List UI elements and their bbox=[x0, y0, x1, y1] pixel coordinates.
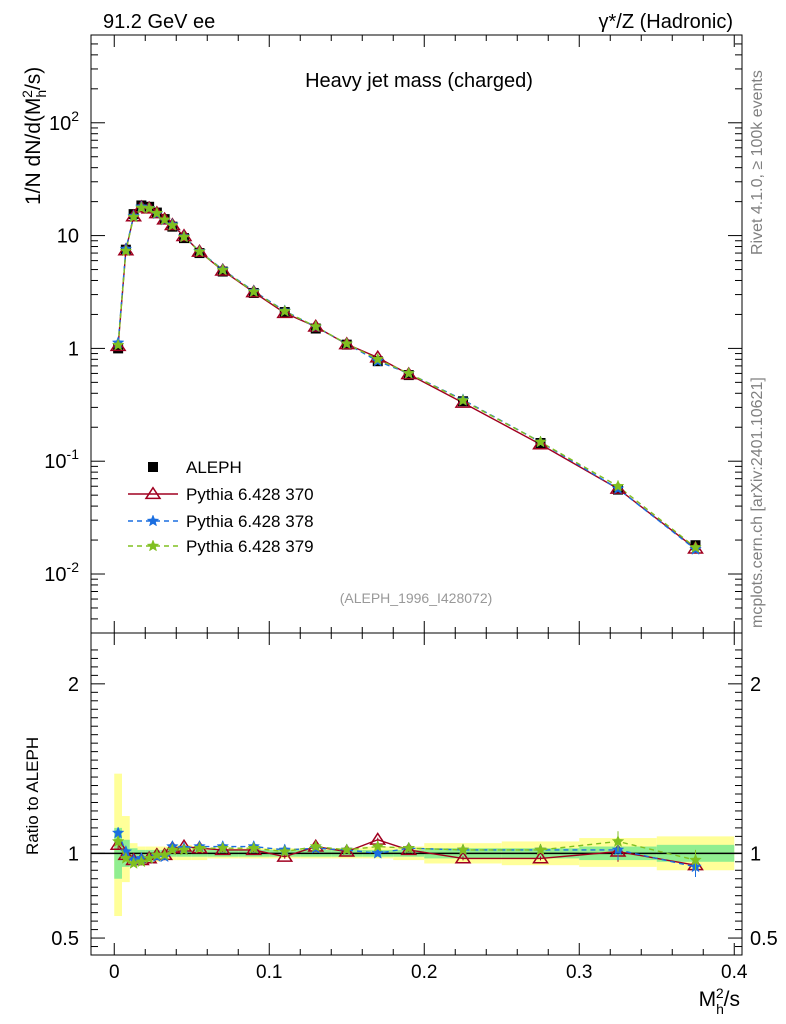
p379-point bbox=[402, 366, 416, 379]
p379-point bbox=[193, 244, 206, 258]
p379-point bbox=[158, 213, 171, 226]
x-tick-label: 0.3 bbox=[566, 962, 592, 983]
ratio-tick-label-right: 0.5 bbox=[750, 928, 778, 950]
ratio-p378-point bbox=[371, 846, 385, 859]
ratio-p379-point bbox=[309, 839, 323, 852]
ratio-tick-label: 1 bbox=[68, 843, 79, 865]
legend-label: ALEPH bbox=[186, 458, 242, 477]
ratio-p379-point bbox=[689, 853, 702, 866]
y-tick-label: 1 bbox=[68, 338, 79, 360]
ratio-y-axis-title: Ratio to ALEPH bbox=[23, 737, 42, 855]
ratio-tick-label-right: 2 bbox=[750, 674, 761, 696]
p379-point bbox=[127, 210, 140, 223]
p379-point bbox=[177, 230, 191, 243]
p379-point bbox=[247, 285, 261, 298]
p379-point bbox=[142, 201, 156, 214]
ratio-tick-label: 2 bbox=[68, 674, 79, 696]
y-tick-label: 10 bbox=[57, 226, 79, 248]
ratio-p379-point bbox=[177, 843, 191, 856]
ratio-p370-point bbox=[214, 842, 232, 856]
x-tick-label: 0.2 bbox=[411, 962, 437, 983]
ratio-p379-point bbox=[456, 843, 470, 856]
ratio-p379-point bbox=[247, 841, 261, 854]
ratio-p379-point bbox=[166, 843, 179, 856]
p379-point bbox=[456, 393, 470, 406]
p379-point bbox=[216, 263, 230, 276]
ratio-p379-point bbox=[402, 841, 416, 854]
y-tick-label: 10-1 bbox=[44, 446, 79, 473]
ratio-p379-point bbox=[193, 841, 206, 854]
rivet-version-label: Rivet 4.1.0, ≥ 100k events bbox=[749, 70, 766, 255]
mcplots-label: mcplots.cern.ch [arXiv:2401.10621] bbox=[749, 377, 766, 628]
ratio-p370-point bbox=[454, 850, 472, 864]
p370-point bbox=[454, 395, 472, 408]
x-tick-label: 0.1 bbox=[256, 962, 282, 983]
p379-point bbox=[534, 435, 547, 448]
ratio-p379-point bbox=[611, 834, 625, 847]
aleph-data-point bbox=[113, 343, 124, 354]
ratio-p379-point bbox=[278, 844, 292, 858]
y-tick-label: 10-2 bbox=[44, 559, 79, 586]
ratio-p379-point bbox=[135, 855, 148, 868]
ratio-p379-point bbox=[119, 851, 133, 864]
ratio-p379-point bbox=[142, 851, 156, 864]
header-energy: 91.2 GeV ee bbox=[103, 11, 215, 33]
legend-p370-marker bbox=[144, 486, 162, 500]
legend-star-marker bbox=[146, 539, 160, 552]
p379-point bbox=[278, 304, 292, 317]
p379-point bbox=[371, 352, 385, 365]
analysis-watermark: (ALEPH_1996_I428072) bbox=[340, 590, 493, 606]
ratio-tick-label: 0.5 bbox=[51, 928, 79, 950]
legend-star-marker bbox=[146, 514, 160, 527]
ratio-p370-point bbox=[532, 850, 549, 864]
legend-label: Pythia 6.428 378 bbox=[186, 512, 314, 531]
plot-title: Heavy jet mass (charged) bbox=[305, 70, 533, 92]
y-axis-title: 1/N dN/d(Mh2/s) bbox=[19, 67, 49, 205]
p379-point bbox=[135, 201, 148, 214]
y-tick-label: 102 bbox=[49, 108, 79, 135]
ratio-p379-point bbox=[534, 843, 547, 856]
p379-point bbox=[150, 206, 164, 219]
legend-aleph-marker bbox=[148, 462, 158, 472]
p379-point bbox=[309, 319, 323, 333]
x-axis-title: Mh2/s bbox=[699, 985, 740, 1017]
p370-point bbox=[532, 436, 549, 450]
p379-point bbox=[689, 540, 702, 553]
p370-point bbox=[276, 305, 294, 319]
p379-point bbox=[111, 338, 125, 351]
header-process: γ*/Z (Hadronic) bbox=[599, 11, 733, 33]
ratio-p370-point bbox=[109, 837, 127, 851]
ratio-p379-point bbox=[111, 834, 125, 847]
p379-point bbox=[166, 218, 179, 231]
ratio-tick-label-right: 1 bbox=[750, 843, 761, 865]
p379-point bbox=[340, 337, 354, 350]
x-tick-label: 0 bbox=[109, 962, 120, 983]
p379-point bbox=[611, 479, 625, 492]
ratio-p379-point bbox=[340, 843, 354, 856]
ratio-p379-point bbox=[158, 848, 171, 861]
ratio-p379-point bbox=[216, 841, 230, 854]
legend-label: Pythia 6.428 379 bbox=[186, 537, 314, 556]
ratio-p379-point bbox=[371, 839, 385, 852]
x-tick-label: 0.4 bbox=[721, 962, 748, 983]
legend-label: Pythia 6.428 370 bbox=[186, 485, 314, 504]
p379-point bbox=[119, 244, 133, 257]
